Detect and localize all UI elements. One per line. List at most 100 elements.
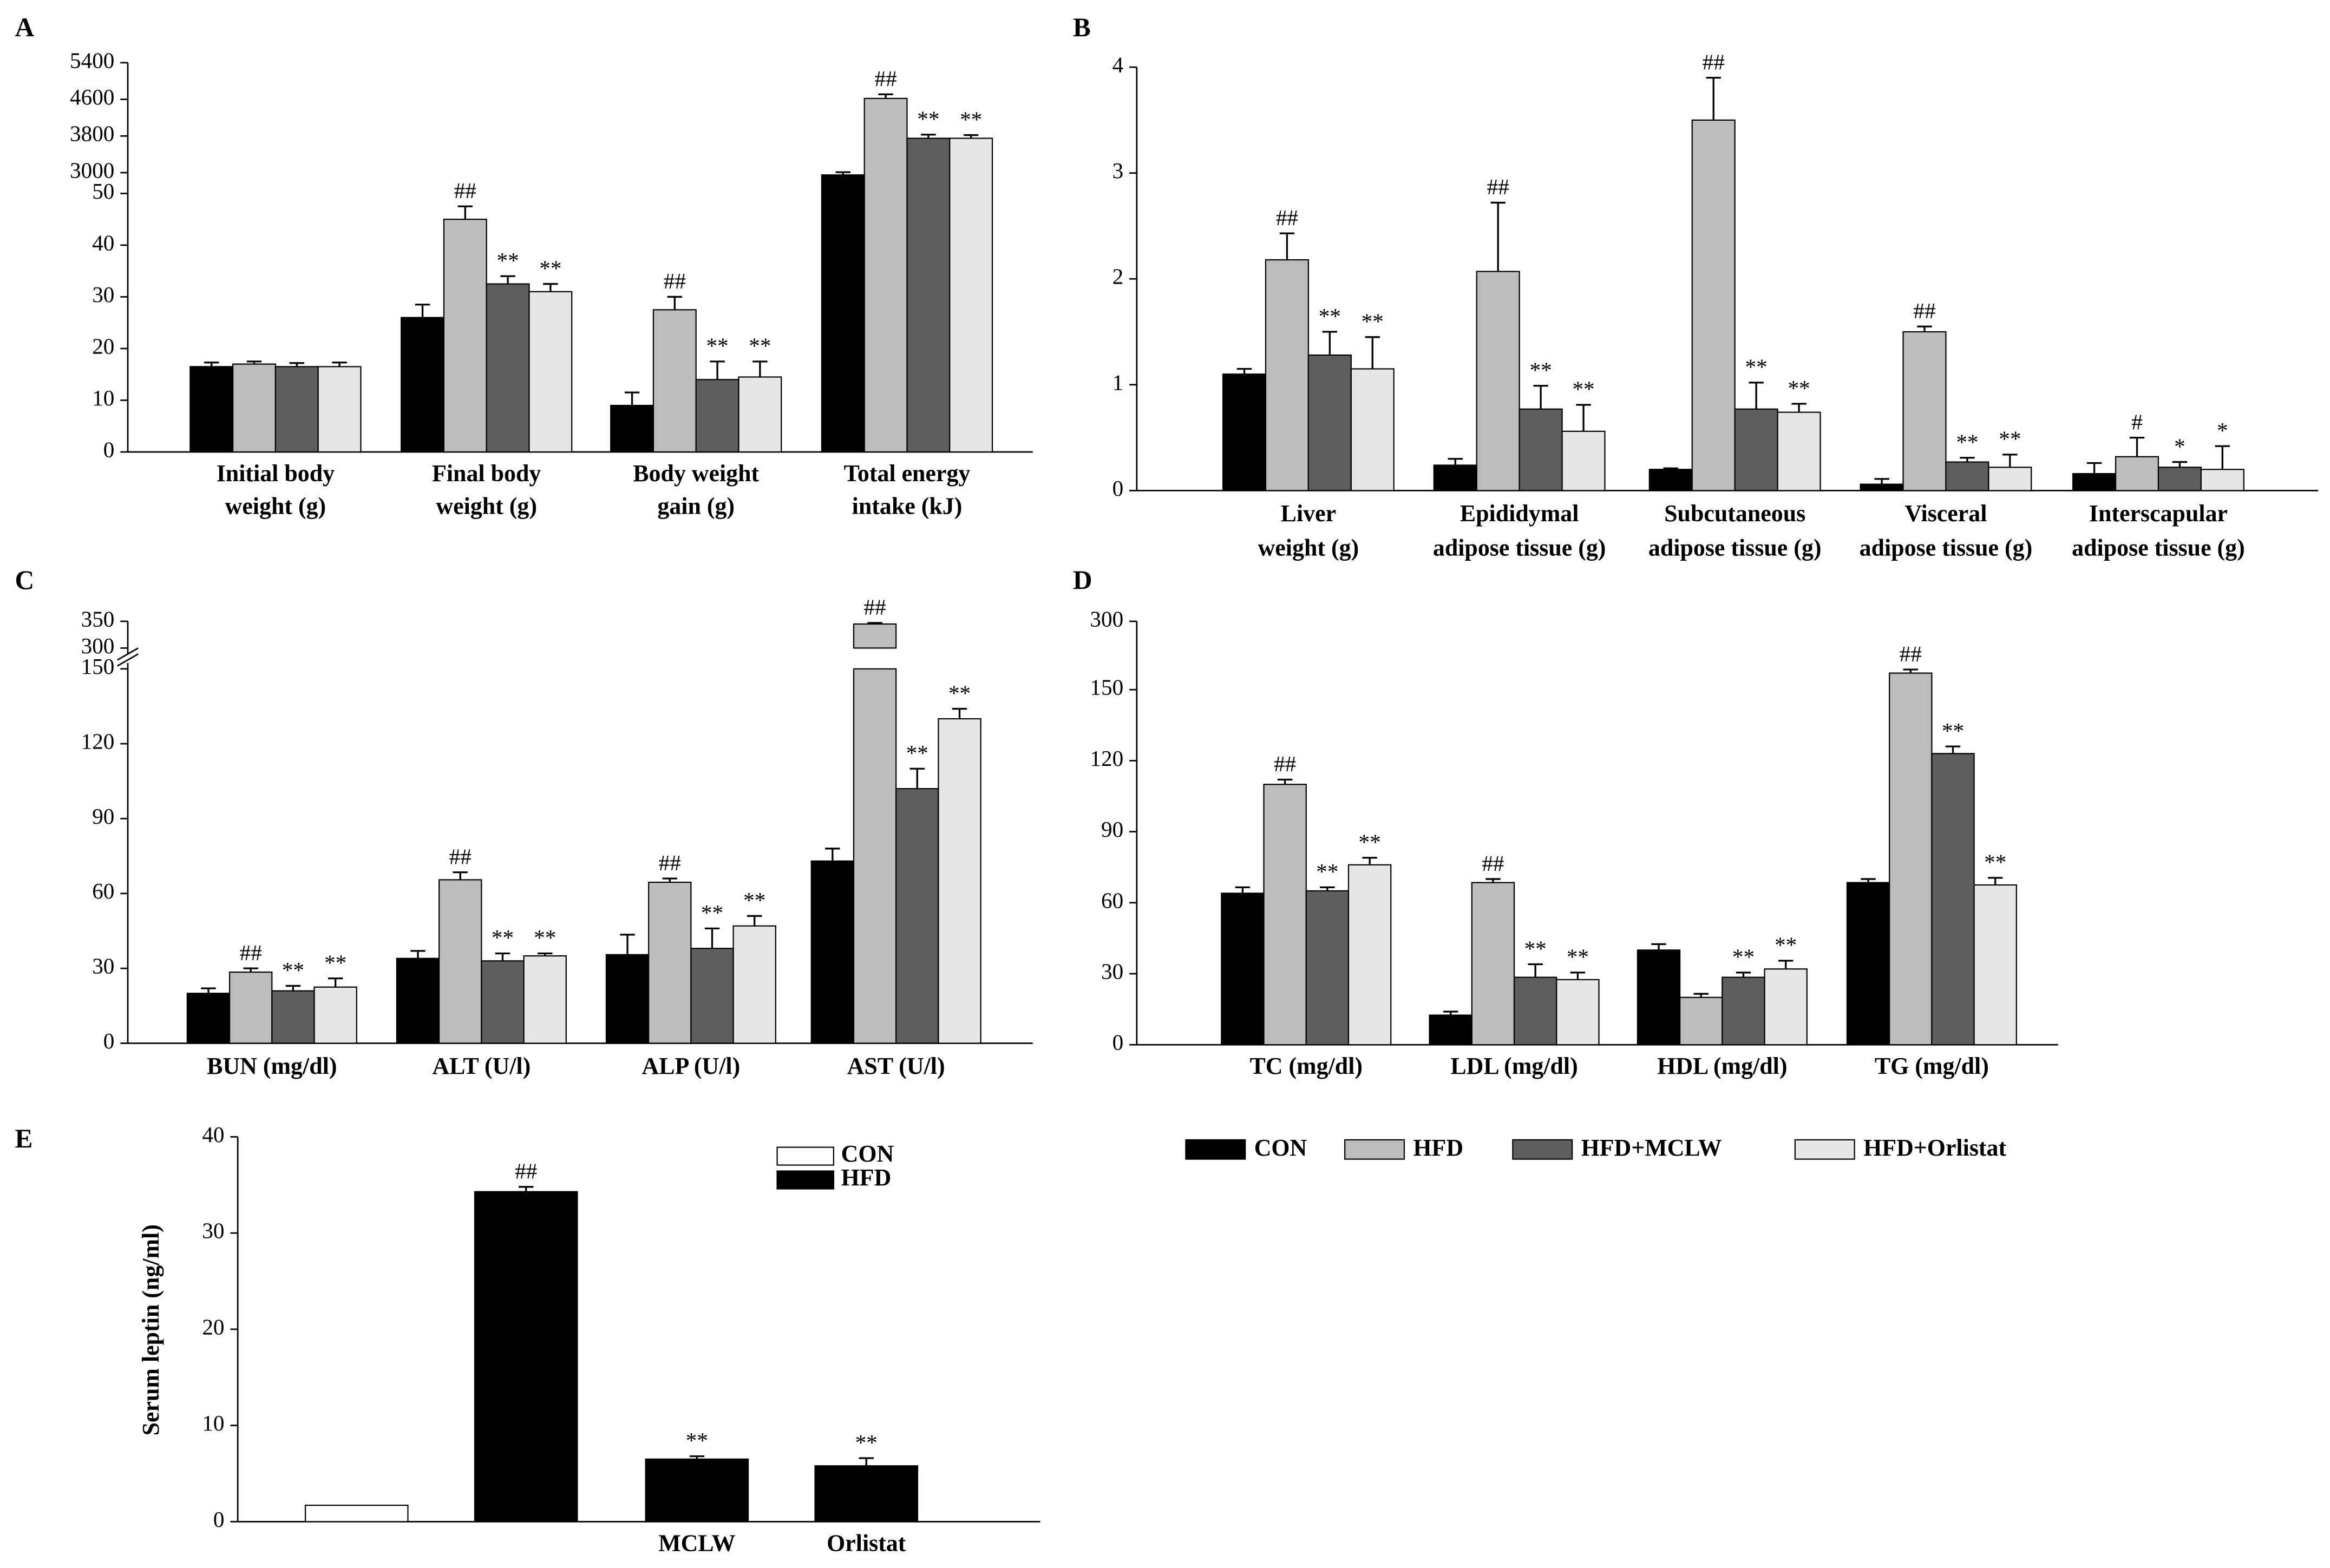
x-tick-label: Epididymal <box>1460 501 1579 527</box>
bar <box>738 376 782 453</box>
y-tick-label: 0 <box>1112 476 1124 501</box>
x-tick-label: BUN (mg/dl) <box>207 1053 337 1079</box>
significance-label: ** <box>1942 718 1964 743</box>
error-bar <box>704 927 720 949</box>
significance-label: ## <box>863 595 886 620</box>
x-tick-label: Initial body <box>217 461 335 487</box>
error-bar <box>710 360 725 380</box>
bar <box>443 219 487 453</box>
error-bar <box>1570 972 1586 980</box>
bar <box>1734 408 1778 491</box>
significance-label: ** <box>855 1430 878 1455</box>
y-tick-label: 60 <box>92 878 114 903</box>
error-bar <box>662 877 677 883</box>
significance-label: ## <box>454 178 476 203</box>
significance-label: ** <box>1524 936 1547 961</box>
y-tick-label: 2 <box>1112 264 1124 289</box>
bar <box>401 317 444 453</box>
error-bar <box>859 1457 874 1466</box>
bar <box>652 309 697 453</box>
error-bar <box>1917 325 1932 332</box>
bar <box>486 283 530 453</box>
y-tick-label: 20 <box>202 1314 224 1339</box>
y-tick-label: 30 <box>92 954 114 979</box>
bar <box>906 137 951 453</box>
significance-label: ** <box>948 680 971 705</box>
x-tick-label: adipose tissue (g) <box>1860 535 2033 561</box>
legend-swatch <box>1794 1139 1855 1160</box>
significance-label: ** <box>1567 944 1589 969</box>
significance-label: ** <box>960 107 982 132</box>
x-tick-label: LDL (mg/dl) <box>1450 1053 1578 1079</box>
bar <box>821 174 865 453</box>
error-bar <box>1279 232 1295 260</box>
significance-label: ## <box>659 850 681 875</box>
x-tick-label: weight (g) <box>225 493 326 519</box>
bar <box>396 957 440 1044</box>
error-bar <box>689 1455 705 1459</box>
error-bar <box>1987 877 2003 885</box>
bar <box>1471 882 1515 1046</box>
bar <box>2072 473 2117 491</box>
bar <box>1931 753 1975 1046</box>
error-bar <box>457 205 473 220</box>
x-tick-label: Body weight <box>633 461 759 487</box>
error-bar <box>285 985 301 991</box>
x-tick-label: Total energy <box>844 461 971 487</box>
bar <box>938 718 981 1044</box>
error-bar <box>1490 201 1506 272</box>
error-bar <box>1320 886 1335 891</box>
bar <box>1429 1014 1472 1046</box>
error-bar <box>835 171 851 175</box>
bar <box>304 1505 409 1523</box>
bar <box>690 948 734 1044</box>
error-bar <box>1861 878 1876 883</box>
bar <box>474 1191 578 1523</box>
bar <box>853 668 897 1044</box>
y-tick-label: 3800 <box>70 121 114 146</box>
y-tick-label: 350 <box>81 606 115 631</box>
significance-label: # <box>2131 409 2143 434</box>
bar <box>810 860 855 1044</box>
y-tick-label: 30 <box>202 1218 224 1243</box>
error-bar <box>2172 461 2188 468</box>
significance-label: ## <box>1703 49 1725 74</box>
significance-label: ** <box>1984 850 2006 875</box>
y-tick-label: 60 <box>1101 888 1123 913</box>
error-bar <box>1576 404 1591 431</box>
y-tick-label: 20 <box>92 333 114 358</box>
panel-label: D <box>1073 565 1092 595</box>
legend-swatch <box>1344 1139 1405 1160</box>
bar <box>814 1465 919 1523</box>
error-bar <box>624 391 640 406</box>
y-tick-label: 120 <box>81 729 115 754</box>
error-bar <box>495 952 510 961</box>
bar <box>1221 893 1265 1046</box>
bar <box>1988 467 2032 491</box>
significance-label: ** <box>1572 377 1594 402</box>
bar <box>610 404 655 453</box>
bar <box>1889 672 1933 1046</box>
error-bar <box>328 977 343 987</box>
x-tick-label: ALP (U/l) <box>642 1053 741 1079</box>
legend-swatch <box>1512 1139 1573 1160</box>
x-tick-label: TC (mg/dl) <box>1249 1053 1363 1079</box>
significance-label: ** <box>282 957 304 982</box>
error-bar <box>243 967 258 973</box>
panel-label: C <box>15 565 34 595</box>
bar <box>1945 461 1989 491</box>
panel-label: A <box>15 12 34 42</box>
error-bar <box>332 362 347 367</box>
error-bar <box>2002 454 2018 468</box>
bar <box>1637 949 1681 1046</box>
error-bar <box>963 134 979 139</box>
significance-label: ## <box>449 844 472 869</box>
bar <box>1722 976 1765 1046</box>
significance-label: ## <box>515 1159 537 1184</box>
bar <box>189 366 234 453</box>
error-bar <box>1277 778 1293 785</box>
significance-label: * <box>2174 434 2185 458</box>
error-bar <box>878 93 893 99</box>
significance-label: ** <box>539 255 561 280</box>
error-bar <box>1736 972 1751 977</box>
